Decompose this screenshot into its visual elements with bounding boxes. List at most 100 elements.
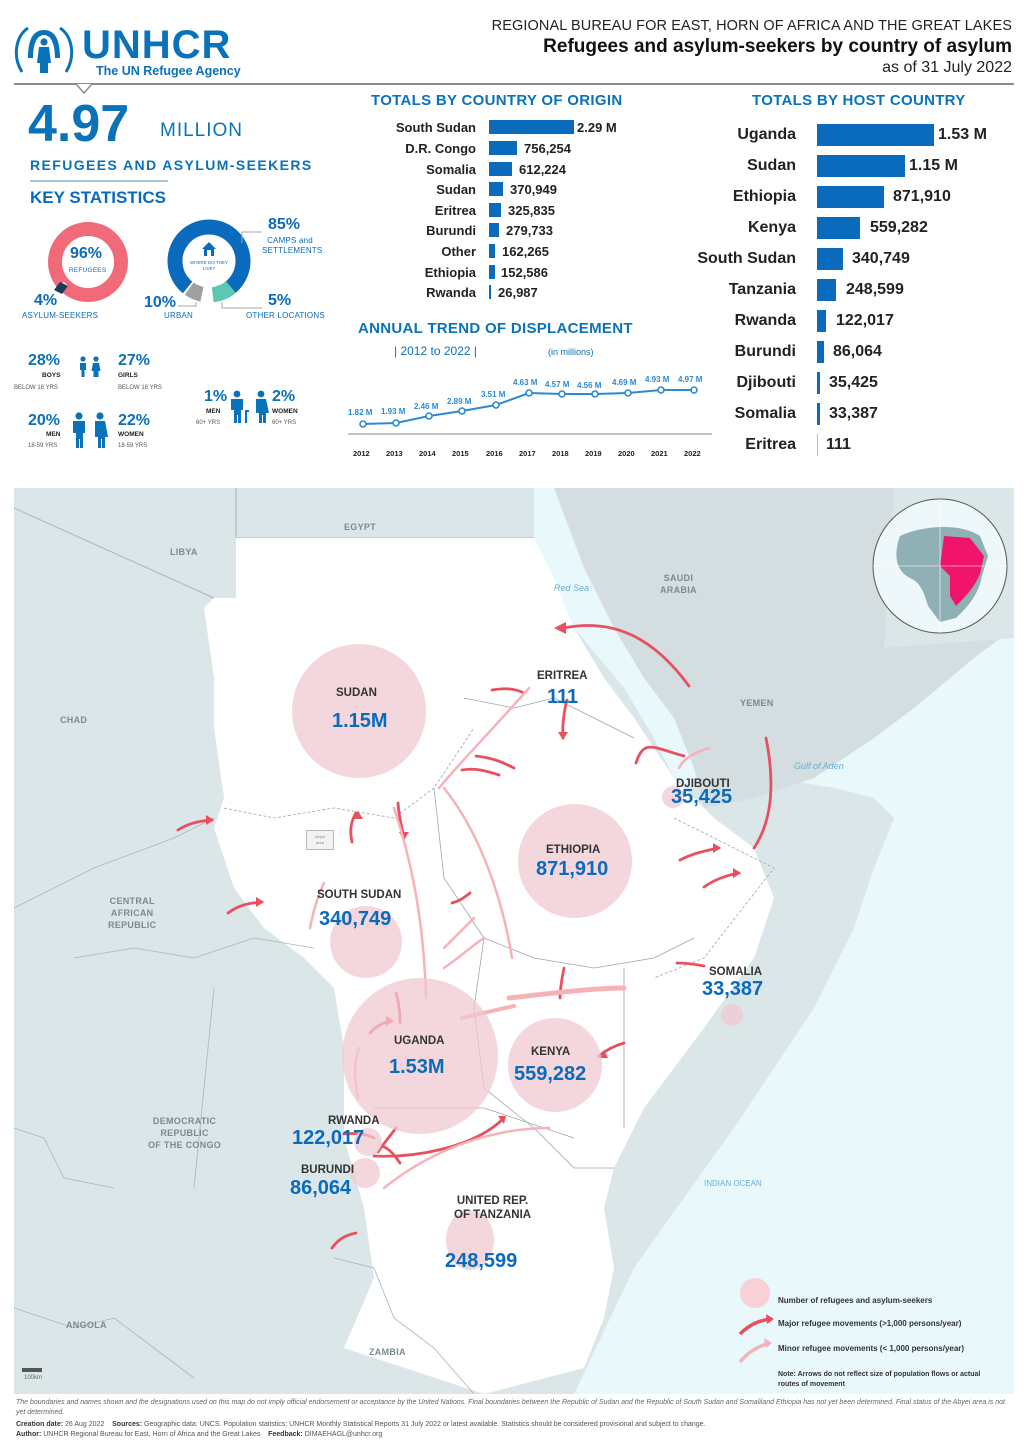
footer-author: Author: UNHCR Regional Bureau for East, … [16,1431,383,1438]
country-value: 1.53M [389,1056,445,1078]
country-value: 86,064 [290,1177,352,1199]
section-divider [30,180,168,182]
origin-bar [489,244,495,258]
host-row: Uganda 1.53 M [690,122,1020,150]
elderly-women-label: WOMEN [272,408,298,415]
divider-notch-icon [76,83,92,95]
header-divider [14,83,1014,85]
total-population: 4.97 [28,95,130,153]
arrowheads [206,622,741,1124]
refugees-pct: 96% [70,245,103,262]
label-libya: LIBYA [170,547,198,557]
host-row: South Sudan 340,749 [690,246,1020,274]
host-bar [817,372,820,394]
host-row: Rwanda 122,017 [690,308,1020,336]
bubble-ethiopia [518,804,632,918]
men-age: 18-59 YRS [28,443,58,449]
country-value: 1.15M [332,710,388,732]
bubble-tanzania [446,1210,494,1270]
label-drc: DEMOCRATIC REPUBLIC OF THE CONGO [148,1116,222,1150]
label-chad: CHAD [60,715,88,725]
footer-meta: Creation date: 26 Aug 2022 Sources: Geog… [16,1421,706,1428]
status-donut-chart [48,222,128,302]
sources: Geographic data: UNCS. Population statis… [144,1421,706,1428]
origin-bar [489,265,495,279]
girls-age: BELOW 18 YRS [118,385,162,391]
boys-age: BELOW 18 YRS [14,385,58,391]
label-angola: ANGOLA [66,1320,107,1330]
scale-label: 100km [24,1375,43,1381]
origin-bar [489,182,503,196]
origin-row: Rwanda 26,987 [426,285,538,300]
origin-row: Burundi 279,733 [426,223,553,238]
country-value: 559,282 [514,1063,587,1085]
report-header: REGIONAL BUREAU FOR EAST, HORN OF AFRICA… [492,18,1012,77]
page-title: Refugees and asylum-seekers by country o… [543,36,1012,57]
country-value: 33,387 [702,978,764,1000]
origin-row: Other 162,265 [441,244,549,259]
label-gulf-of-aden: Gulf of Aden [794,761,844,771]
location-callout-lines [178,231,262,309]
bubble-rwanda [354,1128,382,1156]
country-value: 35,425 [671,786,733,808]
label-zambia: ZAMBIA [369,1347,406,1357]
girls-pct: 27% [118,352,151,369]
feedback-email[interactable]: DIMAEHAGL@unhcr.org [304,1431,383,1438]
host-row: Eritrea 111 [690,432,1020,460]
demographics-panel: 28% BOYS BELOW 18 YRS 27% GIRLS BELOW 18… [14,350,344,460]
legend-note: Note: Arrows do not reflect size of popu… [778,1371,981,1388]
country-name: SUDAN [336,687,377,699]
logo-wordmark: UNHCR [82,23,232,67]
bubble-sudan [292,644,426,778]
legend-major-arrow-icon [738,1314,774,1336]
legend-bubble-label: Number of refugees and asylum-seekers [778,1296,933,1305]
legend-minor-label: Minor refugee movements (< 1,000 persons… [778,1344,965,1353]
adults-icon [73,412,108,448]
camps-pct: 85% [268,216,301,233]
total-label: REFUGEES AND ASYLUM-SEEKERS [30,157,313,173]
men-label: MEN [46,431,61,438]
origin-row: Ethiopia 152,586 [424,265,548,280]
host-bar [817,217,860,239]
country-value: 340,749 [319,908,392,930]
report-date: as of 31 July 2022 [882,59,1012,76]
urban-pct: 10% [144,294,177,311]
host-bar [817,310,826,332]
label-egypt: EGYPT [344,522,377,532]
abyei-area: Abyei area [306,830,334,850]
elderly-men-pct: 1% [204,388,228,405]
legend-minor-arrow-icon [738,1338,772,1364]
house-icon [202,242,216,256]
key-statistics-title: KEY STATISTICS [30,188,167,207]
country-name: ERITREA [537,670,588,682]
host-row: Sudan 1.15 M [690,153,1020,181]
bubble-kenya [508,1018,602,1112]
bubble-burundi [350,1158,380,1188]
host-chart-title: TOTALS BY HOST COUNTRY [752,92,966,109]
host-row: Somalia 33,387 [690,401,1020,429]
origin-bar [489,203,501,217]
elderly-men-label: MEN [206,408,221,415]
elderly-icon [231,390,269,423]
host-bar [817,248,843,270]
location-donut-chart: WHERE DO THEY LIVE? [167,219,251,303]
globe-inset-map [872,498,1008,634]
origin-row: D.R. Congo 756,254 [405,141,571,156]
origin-chart-title: TOTALS BY COUNTRY OF ORIGIN [371,92,623,109]
women-age: 18-59 YRS [118,443,148,449]
creation-date: 26 Aug 2022 [65,1421,105,1428]
disclaimer: The boundaries and names shown and the d… [16,1399,1005,1416]
origin-bar [489,285,491,299]
host-bar [817,341,824,363]
host-bar [817,434,818,456]
host-bar [817,186,884,208]
asylum-pct: 4% [34,292,58,309]
bureau-name: REGIONAL BUREAU FOR EAST, HORN OF AFRICA… [491,18,1012,34]
camps-label: CAMPS and SETTLEMENTS [262,236,323,255]
label-saudi-arabia: SAUDI ARABIA [660,573,697,595]
refugees-label: REFUGEES [69,267,107,274]
host-bar [817,403,820,425]
origin-row: Somalia 612,224 [426,162,566,177]
origin-bar [489,223,499,237]
region-map[interactable]: EGYPT LIBYA CHAD SAUDI ARABIA YEMEN CENT… [14,488,1014,1394]
